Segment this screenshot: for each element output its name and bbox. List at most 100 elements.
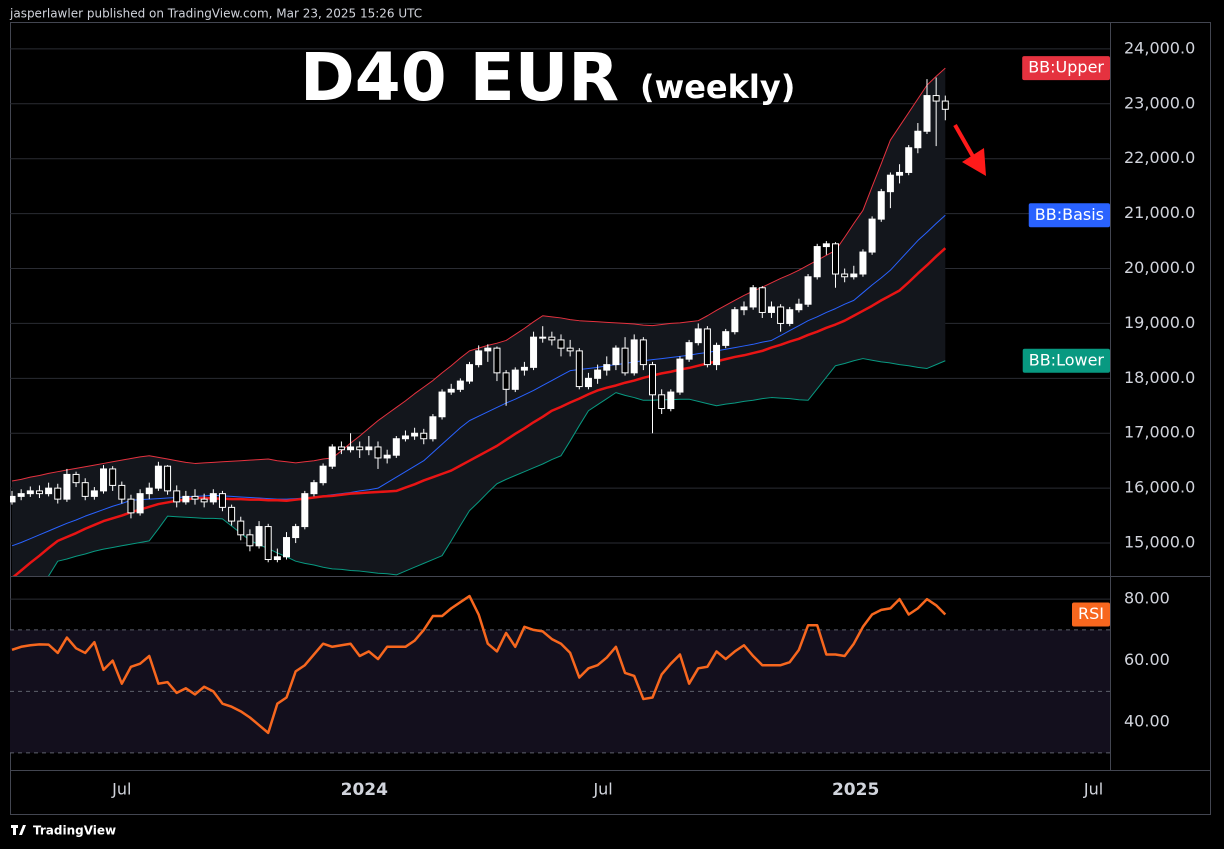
candle-body [63,473,71,500]
chart-title: D40 EUR [300,39,619,116]
candle-body [182,495,190,503]
candle-body [639,339,647,366]
y-tick-label: 21,000.0 [1124,203,1195,222]
candle-body [621,347,629,374]
candle-body [118,484,126,500]
chart-subtitle: (weekly) [640,68,795,106]
x-tick-label: 2024 [341,780,388,800]
candle-body [374,446,382,459]
candle-body [859,251,867,275]
candle-body [694,328,702,344]
candle-body [10,495,16,503]
candle-body [649,364,657,396]
candle-body [877,191,885,220]
candle-body [530,336,538,368]
series-label: BB:Lower [1029,350,1105,369]
arrow-shaft [953,124,977,161]
candle-body [173,490,181,503]
y-tick-label: 80.00 [1124,589,1170,608]
candle-body [90,490,98,497]
candle-body [676,358,684,393]
price-label: BB:Basis [1028,203,1110,228]
y-tick-label: 40.00 [1124,712,1170,731]
candle-body [713,344,721,366]
y-tick-label: 19,000.0 [1124,313,1195,332]
candle-body [703,328,711,366]
candle-body [154,465,162,489]
band-fill [12,68,946,576]
candle-body [45,487,53,495]
candle-body [54,487,62,500]
candle-body [420,432,428,440]
price-label: RSI [1072,602,1110,627]
series-label-box [1028,203,1110,228]
candle-body [218,493,226,508]
arrow-head [962,148,986,176]
publish-header: jasperlawler published on TradingView.co… [9,7,422,21]
candle-body [667,391,675,410]
series-label: BB:Basis [1035,205,1104,224]
down-arrow [953,124,986,176]
candle-body [438,391,446,418]
candle-body [447,388,455,393]
candle-body [264,526,272,561]
candle-body [493,347,501,374]
candle-body [767,306,775,313]
candle-body [145,487,153,495]
candle-body [466,364,474,382]
candle-body [401,435,409,440]
y-tick-label: 18,000.0 [1124,368,1195,387]
candle-body [539,336,547,339]
y-tick-label: 24,000.0 [1124,38,1195,57]
candle-body [557,339,565,349]
candle-body [786,309,794,324]
candle-body [511,369,519,390]
candle-body [228,506,236,522]
price-label: BB:Lower [1022,348,1110,373]
candle-body [328,446,336,467]
candle-body [191,495,199,500]
candle-body [630,339,638,374]
candle-body [777,306,785,324]
candle-body [292,526,300,539]
candle-body [100,468,108,492]
logo-mark [11,825,26,835]
candle-body [429,416,437,440]
candle-body [914,130,922,149]
candle-body [822,243,830,248]
candle-body [731,309,739,333]
candle-body [136,493,144,514]
candle-body [283,537,291,558]
candle-body [584,377,592,388]
candle-body [475,350,483,366]
candle-body [850,273,858,278]
candle-body [301,493,309,528]
candle-body [923,95,931,132]
candle-body [237,520,245,536]
pane [10,594,1110,754]
candle-body [813,246,821,278]
tv-logo: TradingView [11,824,116,838]
candle-body [273,556,281,561]
price-label: BB:Upper [1022,56,1110,81]
footer-brand: TradingView [33,824,116,838]
candle-body [603,364,611,371]
candle-body [456,380,464,390]
candle-body [255,526,263,547]
candle-body [548,336,556,341]
candle-body [127,498,135,514]
series-label-box [1022,348,1110,373]
series-label: BB:Upper [1028,58,1104,77]
candle-body [758,287,766,313]
candle-body [164,465,172,492]
candle-body [832,243,840,275]
x-tick-label: Jul [592,780,612,799]
y-tick-label: 17,000.0 [1124,423,1195,442]
candle-body [72,473,80,484]
x-tick-label: 2025 [832,780,879,800]
candle-body [392,438,400,456]
candle-body [246,534,254,547]
y-tick-label: 20,000.0 [1124,258,1195,277]
